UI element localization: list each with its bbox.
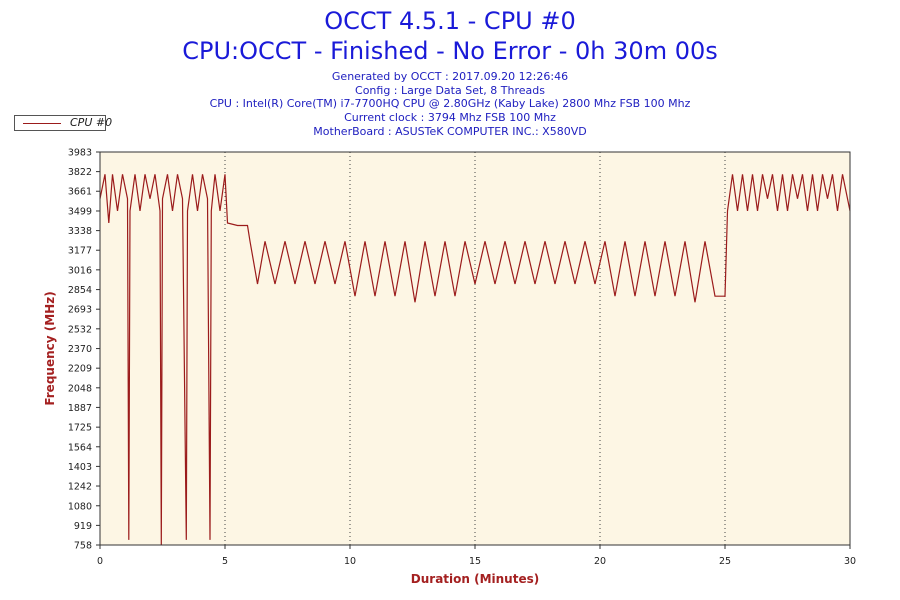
y-tick-label: 3499 — [68, 206, 92, 217]
x-tick-label: 15 — [469, 556, 481, 567]
x-tick-label: 25 — [719, 556, 731, 567]
info-motherboard: MotherBoard : ASUSTeK COMPUTER INC.: X58… — [313, 124, 587, 138]
series-line-0 — [99, 174, 851, 546]
y-tick-label: 1403 — [68, 462, 92, 473]
x-axis-title: Duration (Minutes) — [411, 572, 539, 586]
info-generated: Generated by OCCT : 2017.09.20 12:26:46 — [331, 70, 569, 83]
y-tick-label: 2370 — [68, 344, 92, 355]
y-tick-label: 2693 — [68, 305, 92, 316]
info-current-clock: Current clock : 3794 Mhz FSB 100 Mhz — [344, 111, 556, 125]
x-tick-label: 10 — [344, 556, 356, 567]
y-tick-label: 3822 — [68, 167, 92, 178]
y-tick-label: 2854 — [68, 285, 92, 296]
y-tick-label: 919 — [74, 521, 92, 532]
info-cpu: CPU : Intel(R) Core(TM) i7-7700HQ CPU @ … — [209, 97, 691, 111]
y-tick-label: 3983 — [68, 148, 92, 159]
legend-swatch-cpu0 — [23, 123, 61, 124]
y-axis: 758 919 1080 1242 1403 1564 1725 1887 2048 2209 23… — [68, 148, 100, 552]
grid-lines — [224, 152, 726, 545]
legend-label-cpu0: CPU #0 — [70, 116, 113, 129]
y-tick-label: 1242 — [68, 482, 92, 493]
y-tick-label: 2532 — [68, 324, 92, 335]
x-tick-label: 30 — [844, 556, 856, 567]
y-tick-label: 3177 — [68, 246, 92, 257]
y-tick-label: 1725 — [68, 423, 92, 434]
y-tick-label: 1887 — [68, 403, 92, 414]
chart-subtitle: CPU:OCCT - Finished - No Error - 0h 30m … — [182, 37, 718, 65]
y-tick-label: 1564 — [68, 442, 92, 453]
y-tick-label: 3338 — [68, 226, 92, 237]
y-tick-label: 3661 — [68, 187, 92, 198]
x-tick-label: 5 — [222, 556, 228, 567]
y-tick-label: 1080 — [68, 501, 92, 512]
y-tick-label: 2048 — [68, 383, 92, 394]
y-axis-title: Frequency (MHz) — [43, 291, 57, 405]
y-tick-label: 3016 — [68, 265, 92, 276]
x-axis: 0 5 10 15 20 25 30 — [97, 545, 856, 567]
info-block: Generated by OCCT : 2017.09.20 12:26:46 … — [0, 70, 900, 139]
x-tick-label: 20 — [594, 556, 606, 567]
series-group — [99, 174, 851, 546]
y-tick-label: 2209 — [68, 364, 92, 375]
legend: CPU #0 — [14, 115, 112, 131]
info-config: Config : Large Data Set, 8 Threads — [355, 83, 545, 97]
y-tick-label: 758 — [74, 541, 92, 552]
x-tick-label: 0 — [97, 556, 103, 567]
chart-title: OCCT 4.5.1 - CPU #0 — [324, 7, 576, 35]
